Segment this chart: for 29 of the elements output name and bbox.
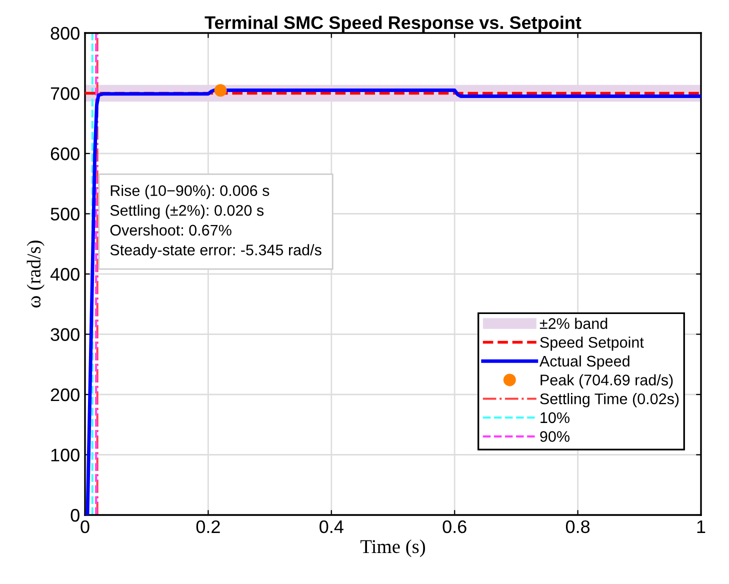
x-tick-label: 0.4 [320,520,344,534]
annotation: Settling (±2%): 0.020 s [110,204,264,219]
legend-label: Actual Speed [539,355,630,370]
y-axis-title: ω (rad/s) [26,240,44,308]
y-tick-label: 300 [50,328,80,341]
x-tick-label: 0.8 [566,520,590,534]
legend-label: 90% [540,431,570,442]
y-tick-label: 600 [50,147,80,160]
legend-label: ±2% band [540,318,608,329]
y-tick-label: 200 [50,388,80,402]
annotation: Overshoot: 0.67% [110,224,232,236]
x-axis-title: Time (s) [360,539,426,558]
x-tick-label: 0.6 [442,520,466,534]
x-tick-label: 0.2 [196,520,220,534]
y-tick-label: 800 [50,26,80,40]
x-tick-label: 1 [697,520,706,533]
y-tick-label: 0 [70,508,80,522]
x-tick-label: 0 [80,520,90,534]
legend-label: 10% [540,412,570,424]
legend-label: Speed Setpoint [540,336,644,351]
annotation: Steady-state error: -5.345 rad/s [110,244,322,258]
legend-label: Peak (704.69 rad/s) [540,374,673,388]
y-tick-label: 700 [50,87,80,100]
y-tick-label: 400 [50,268,80,281]
y-tick-label: 100 [51,448,80,462]
annotation: Rise (10−90%): 0.006 s [110,184,270,200]
legend-label: Settling Time (0.02s) [540,393,679,408]
chart-title: Terminal SMC Speed Response vs. Setpoint [204,16,582,33]
y-tick-label: 500 [50,208,80,220]
